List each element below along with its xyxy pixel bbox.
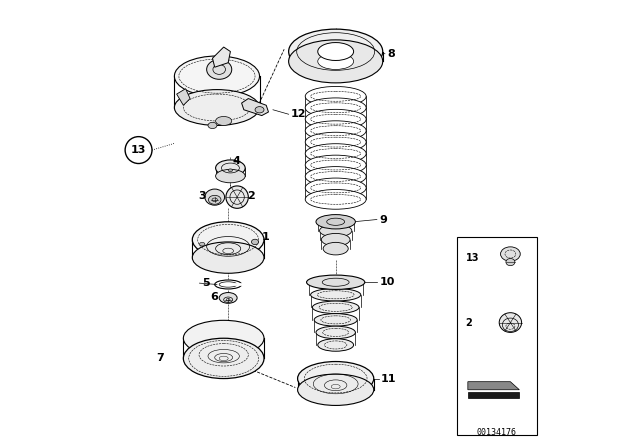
Ellipse shape — [321, 233, 350, 246]
Polygon shape — [212, 47, 230, 67]
Ellipse shape — [219, 293, 237, 303]
Ellipse shape — [289, 29, 383, 74]
Polygon shape — [242, 99, 269, 116]
Text: 5: 5 — [202, 278, 209, 288]
Text: 1: 1 — [262, 233, 269, 242]
Ellipse shape — [305, 132, 366, 152]
Text: 12: 12 — [291, 109, 307, 119]
Text: 7: 7 — [157, 353, 164, 363]
Ellipse shape — [207, 60, 232, 79]
Text: 4: 4 — [233, 156, 241, 166]
Ellipse shape — [319, 224, 352, 237]
Ellipse shape — [175, 56, 260, 96]
Polygon shape — [468, 392, 520, 398]
Ellipse shape — [305, 98, 366, 118]
Polygon shape — [468, 382, 520, 390]
Circle shape — [125, 137, 152, 164]
Ellipse shape — [317, 215, 354, 228]
Ellipse shape — [216, 160, 245, 176]
Ellipse shape — [506, 258, 515, 266]
Text: 3: 3 — [198, 191, 206, 201]
Ellipse shape — [305, 178, 366, 198]
Ellipse shape — [323, 242, 348, 255]
Ellipse shape — [305, 121, 366, 141]
Ellipse shape — [298, 374, 374, 405]
Ellipse shape — [317, 339, 354, 351]
FancyBboxPatch shape — [457, 237, 538, 435]
Ellipse shape — [305, 190, 366, 209]
Ellipse shape — [193, 222, 264, 258]
Ellipse shape — [200, 242, 205, 246]
Ellipse shape — [228, 169, 233, 172]
Text: 9: 9 — [379, 215, 387, 224]
Text: 2: 2 — [248, 191, 255, 201]
Ellipse shape — [298, 362, 374, 396]
Ellipse shape — [252, 239, 259, 245]
Ellipse shape — [317, 53, 354, 69]
Ellipse shape — [205, 189, 225, 205]
Ellipse shape — [317, 43, 354, 60]
Ellipse shape — [305, 109, 366, 129]
Polygon shape — [177, 89, 190, 105]
Ellipse shape — [305, 86, 366, 106]
Ellipse shape — [310, 289, 361, 301]
Ellipse shape — [499, 313, 522, 332]
Text: 11: 11 — [381, 374, 396, 383]
Ellipse shape — [193, 242, 264, 273]
Text: 00134176: 00134176 — [477, 428, 517, 437]
Ellipse shape — [305, 167, 366, 186]
Ellipse shape — [209, 195, 221, 204]
Ellipse shape — [289, 40, 383, 83]
Text: 13: 13 — [466, 253, 479, 263]
Ellipse shape — [316, 215, 355, 229]
Text: 2: 2 — [466, 318, 472, 327]
Ellipse shape — [216, 169, 245, 183]
Ellipse shape — [500, 247, 520, 261]
Text: 8: 8 — [387, 49, 395, 59]
Ellipse shape — [216, 116, 232, 125]
Ellipse shape — [226, 186, 248, 208]
Ellipse shape — [307, 275, 365, 289]
Ellipse shape — [255, 107, 264, 113]
Ellipse shape — [175, 90, 260, 125]
Ellipse shape — [305, 155, 366, 175]
Ellipse shape — [309, 276, 362, 289]
Ellipse shape — [312, 301, 359, 314]
Ellipse shape — [184, 338, 264, 379]
Text: 6: 6 — [211, 292, 219, 302]
Ellipse shape — [316, 326, 355, 339]
Text: 10: 10 — [380, 277, 395, 287]
Text: 13: 13 — [131, 145, 147, 155]
Ellipse shape — [305, 144, 366, 164]
Ellipse shape — [184, 320, 264, 356]
Ellipse shape — [208, 122, 217, 129]
Ellipse shape — [314, 314, 357, 326]
